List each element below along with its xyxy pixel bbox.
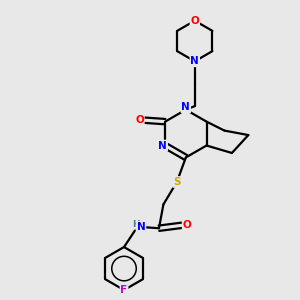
Text: N: N xyxy=(158,140,167,151)
Text: N: N xyxy=(190,56,199,66)
Text: N: N xyxy=(137,222,146,232)
Text: O: O xyxy=(135,115,144,125)
Text: O: O xyxy=(183,220,191,230)
Text: H: H xyxy=(132,220,140,229)
Text: N: N xyxy=(182,102,190,112)
Text: F: F xyxy=(121,285,128,295)
Text: O: O xyxy=(190,16,199,26)
Text: S: S xyxy=(173,177,181,187)
